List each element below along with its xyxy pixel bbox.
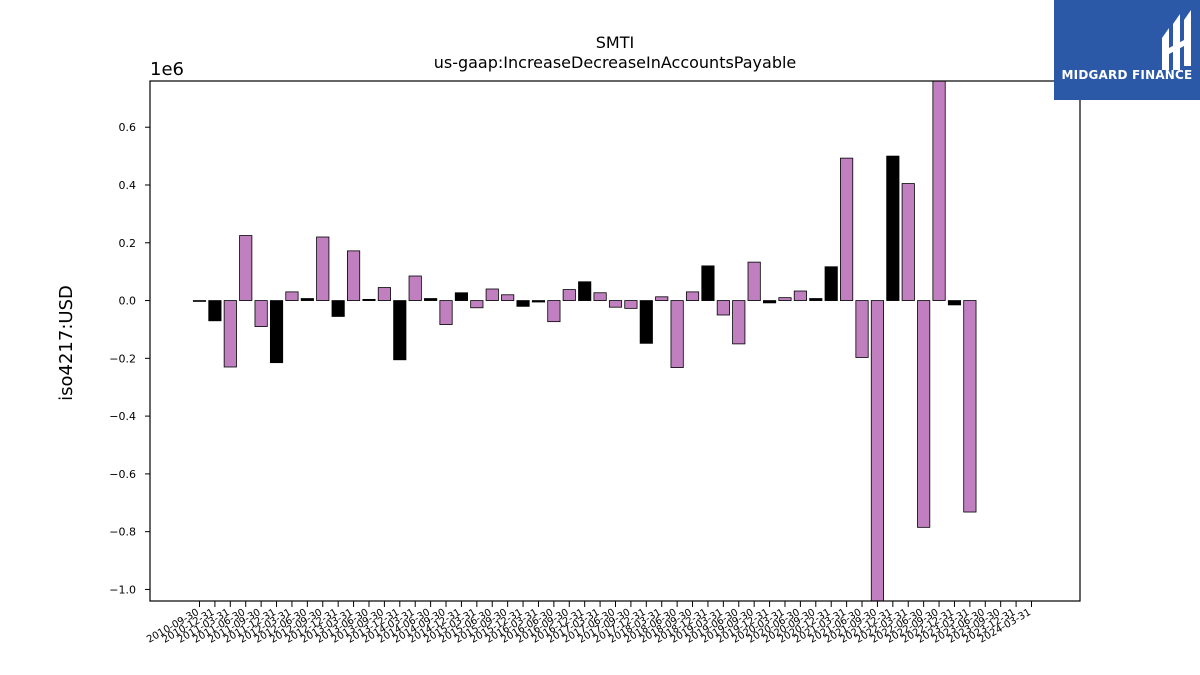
bar-2018-09-30	[685, 291, 700, 301]
y-tick-label: −1.0	[109, 583, 136, 596]
bar-2012-06-30	[300, 298, 314, 301]
bar-2021-03-31	[840, 157, 854, 301]
bar-2021-12-31	[886, 155, 900, 301]
bar-2019-06-30	[732, 300, 746, 345]
bar-2019-03-31	[716, 300, 730, 316]
bar-2018-12-31	[701, 265, 715, 301]
bar-2018-03-31	[655, 296, 669, 301]
bar-2013-12-31	[393, 300, 407, 361]
bar-2015-03-31	[470, 300, 484, 309]
bar-2014-06-30	[424, 298, 438, 301]
bar-2015-12-31	[516, 300, 530, 307]
bar-2013-06-30	[362, 298, 376, 301]
y-axis-multiplier: 1e6	[150, 59, 184, 80]
bar-2015-06-30	[485, 288, 499, 301]
plot-frame	[149, 80, 1081, 602]
bar-2012-09-30	[316, 236, 330, 301]
x-ticks-group: 2010-09-302010-12-312011-03-312011-06-30…	[145, 601, 1033, 646]
y-tick-label: −0.8	[109, 526, 136, 539]
bar-2020-06-30	[793, 290, 807, 301]
bar-2011-03-31	[223, 300, 237, 368]
bar-2022-06-30	[917, 300, 931, 528]
bar-2022-09-30	[932, 80, 946, 301]
bar-2022-03-31	[901, 183, 915, 301]
bar-2016-12-31	[578, 281, 592, 301]
brand-logo: MIDGARD FINANCE	[1054, 0, 1200, 100]
y-tick-label: −0.6	[109, 468, 136, 481]
bar-2018-06-30	[670, 300, 684, 368]
bar-2011-09-30	[254, 300, 268, 327]
bar-2020-09-30	[809, 298, 823, 301]
bar-2012-03-31	[285, 291, 299, 301]
chart-title: SMTI	[596, 33, 634, 52]
bar-2020-12-31	[824, 266, 838, 301]
bar-2013-03-31	[347, 250, 361, 301]
chart-subtitle: us-gaap:IncreaseDecreaseInAccountsPayabl…	[434, 53, 797, 72]
bar-2014-12-31	[454, 292, 468, 301]
bar-2019-12-31	[763, 300, 777, 304]
logo-mark-icon	[1162, 10, 1191, 70]
bar-2016-06-30	[547, 300, 561, 323]
bar-2010-09-30	[192, 300, 207, 302]
bar-2017-03-31	[593, 292, 607, 301]
bar-2011-06-30	[239, 235, 253, 301]
y-tick-label: −0.4	[109, 410, 136, 423]
bar-2011-12-31	[269, 300, 284, 364]
bar-2015-09-30	[501, 294, 515, 301]
bar-2012-12-31	[331, 300, 345, 317]
bar-2014-03-31	[408, 275, 422, 301]
bar-2019-09-30	[747, 261, 761, 301]
logo-text: MIDGARD FINANCE	[1061, 68, 1193, 82]
y-tick-label: 0.2	[119, 237, 137, 250]
bar-2016-09-30	[562, 289, 576, 301]
bar-2017-09-30	[624, 300, 638, 309]
bars-group	[192, 80, 977, 602]
bar-2017-06-30	[608, 300, 623, 308]
bar-2010-12-31	[208, 300, 222, 322]
y-tick-label: 0.0	[119, 295, 137, 308]
bar-2021-09-30	[870, 300, 884, 602]
bar-2016-03-31	[531, 300, 546, 303]
y-ticks-group: 0.6 0.4 0.2 0.0 −0.2 −0.4 −0.6 −0.8 −1.0	[109, 121, 150, 596]
y-tick-label: 0.4	[119, 179, 137, 192]
bar-2023-03-31	[963, 300, 977, 513]
bar-2020-03-31	[778, 297, 792, 301]
bar-2021-06-30	[855, 300, 869, 358]
bar-2017-12-31	[639, 300, 653, 344]
y-axis-label: iso4217:USD	[56, 285, 77, 401]
bar-2013-09-30	[377, 287, 391, 301]
y-tick-label: −0.2	[109, 352, 136, 365]
y-tick-label: 0.6	[119, 121, 137, 134]
bar-2014-09-30	[439, 300, 453, 325]
bar-2022-12-31	[947, 300, 962, 306]
